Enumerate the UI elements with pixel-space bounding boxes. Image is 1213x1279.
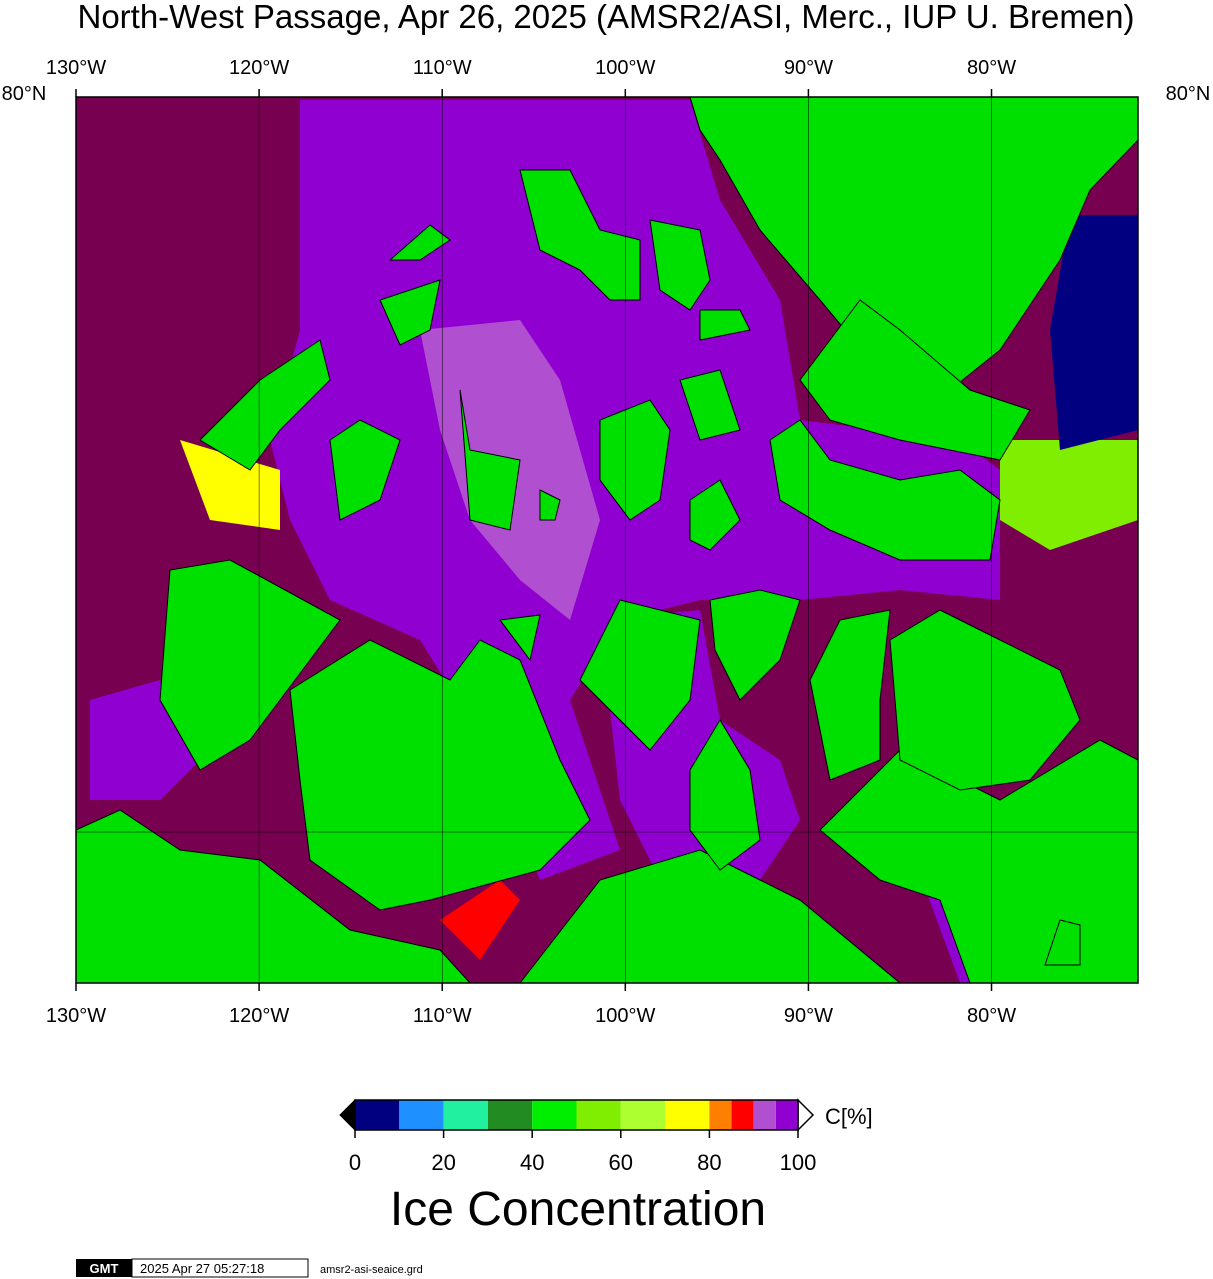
title: North-West Passage, Apr 26, 2025 (AMSR2/… xyxy=(77,0,1134,35)
ice-region xyxy=(1000,440,1138,550)
lon-label: 120°W xyxy=(229,57,289,79)
colorbar-tick-label: 0 xyxy=(349,1150,361,1175)
logo: GMT xyxy=(90,1261,119,1276)
colorbar-bin xyxy=(665,1100,710,1130)
ice-region xyxy=(440,880,520,960)
colorbar-title: Ice Concentration xyxy=(390,1183,766,1236)
colorbar-bin xyxy=(355,1100,400,1130)
map-area xyxy=(75,89,1139,991)
colorbar-bin xyxy=(487,1100,533,1130)
colorbar-bin xyxy=(753,1100,776,1130)
ice-region xyxy=(1050,215,1138,450)
lon-label: 130°W xyxy=(46,57,106,79)
colorbar-bin xyxy=(731,1100,754,1130)
colorbar-frame xyxy=(354,1099,799,1131)
colorbar-tick-label: 60 xyxy=(609,1150,633,1175)
timestamp: 2025 Apr 27 05:27:18 xyxy=(140,1261,264,1276)
colorbar-bin xyxy=(775,1100,798,1130)
colorbar-tick-label: 20 xyxy=(431,1150,455,1175)
lat-label: 80°N xyxy=(1166,83,1211,105)
lon-label: 80°W xyxy=(967,1005,1016,1027)
lon-labels: 130°W 130°W 120°W 120°W 110°W 110°W 100°W 100°W… xyxy=(46,57,1016,1027)
colorbar-bin xyxy=(532,1100,577,1130)
lon-label: 120°W xyxy=(229,1005,289,1027)
logo-box xyxy=(76,1259,132,1277)
lon-label: 110°W xyxy=(413,57,472,79)
colorbar-over xyxy=(797,1098,815,1132)
lon-label: 130°W xyxy=(46,1005,106,1027)
timestamp-box xyxy=(131,1258,309,1278)
colorbar-label: C[%] xyxy=(825,1104,873,1129)
land xyxy=(75,96,1139,984)
lon-label: 100°W xyxy=(595,1005,655,1027)
lon-label: 90°W xyxy=(784,57,833,79)
colorbar-bin xyxy=(709,1100,732,1130)
lon-label: 90°W xyxy=(784,1005,833,1027)
colorbar-bin xyxy=(620,1100,666,1130)
colorbar-bin xyxy=(443,1100,488,1130)
lat-label: 80°N xyxy=(2,83,47,105)
colorbar-under xyxy=(339,1098,356,1132)
colorbar-bin xyxy=(576,1100,621,1130)
colorbar-tick-label: 40 xyxy=(520,1150,544,1175)
lon-label: 100°W xyxy=(595,57,655,79)
lon-label: 110°W xyxy=(413,1005,472,1027)
colorbar-tick-label: 100 xyxy=(780,1150,817,1175)
colorbar-tick-label: 80 xyxy=(697,1150,721,1175)
lon-label: 80°W xyxy=(967,57,1016,79)
filename: amsr2-asi-seaice.grd xyxy=(320,1264,423,1276)
footer: GMT 2025 Apr 27 05:27:18 amsr2-asi-seaic… xyxy=(76,1258,423,1278)
colorbar-bin xyxy=(399,1100,444,1130)
colorbar: 0 20 40 60 80 100 xyxy=(339,1098,817,1175)
map-frame xyxy=(75,96,1139,984)
